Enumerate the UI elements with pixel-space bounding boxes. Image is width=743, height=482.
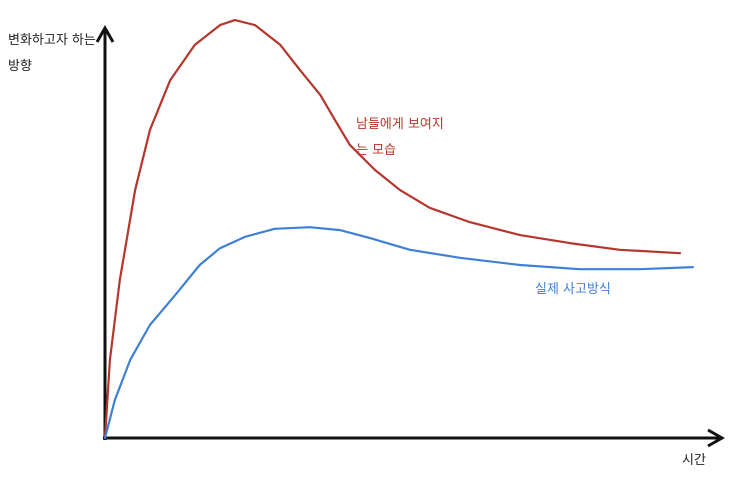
x-arrow — [707, 428, 726, 448]
x-axis-label: 시간 — [682, 453, 706, 468]
series-line — [103, 226, 694, 440]
y-axis-label: 변화하고자 하는 방향 — [8, 33, 96, 74]
series-label: 남들에게 보여지는 모습 — [356, 117, 444, 158]
y-arrow — [95, 24, 115, 43]
series-label: 실제 사고방식 — [535, 282, 611, 297]
series-line — [103, 19, 682, 440]
